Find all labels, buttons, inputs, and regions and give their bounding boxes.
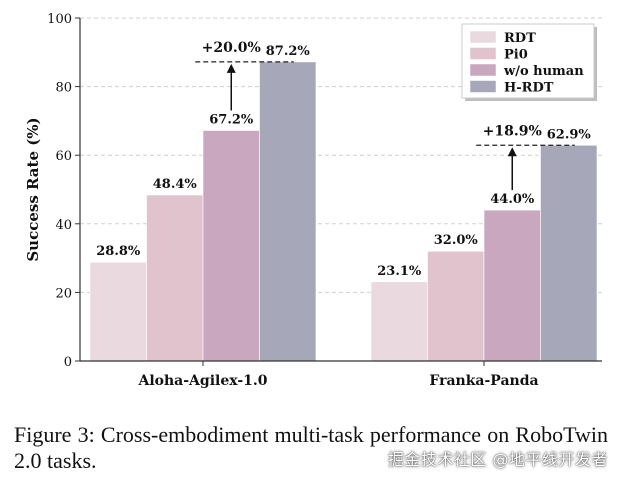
bar bbox=[259, 61, 317, 362]
data-label: 67.2% bbox=[209, 113, 254, 128]
bar bbox=[483, 209, 541, 362]
bar bbox=[202, 130, 260, 362]
legend-swatch bbox=[469, 30, 497, 44]
legend-swatch bbox=[469, 63, 497, 77]
annotation-label: +18.9% bbox=[483, 123, 542, 139]
figure-caption: Figure 3: Cross-embodiment multi-task pe… bbox=[14, 422, 608, 473]
bar bbox=[540, 144, 598, 362]
y-tick-label: 80 bbox=[55, 81, 72, 96]
bar bbox=[370, 281, 428, 362]
bars bbox=[89, 61, 598, 362]
legend-swatch bbox=[469, 47, 497, 60]
legend-label: Pi0 bbox=[504, 48, 528, 63]
x-tick-label: Franka-Panda bbox=[429, 373, 538, 389]
legend-label: RDT bbox=[504, 31, 536, 46]
data-label: 48.4% bbox=[153, 177, 198, 192]
data-labels: 28.8% 23.1% 48.4% 32.0% 67.2% 44.0% 87.2% 62.9% bbox=[96, 44, 591, 279]
bar bbox=[89, 261, 147, 362]
annotation-label: +20.0% bbox=[202, 40, 261, 56]
y-axis-label: Success Rate (%) bbox=[24, 117, 42, 261]
y-tick-label: 60 bbox=[55, 149, 72, 164]
y-tick-label: 100 bbox=[47, 12, 72, 27]
legend-label: w/o human bbox=[503, 64, 584, 79]
data-label: 44.0% bbox=[490, 192, 535, 207]
bar bbox=[146, 194, 204, 362]
data-label: 28.8% bbox=[96, 244, 141, 259]
annotation-arrow-head bbox=[507, 147, 517, 157]
axes: 0 20 40 60 80 100 Aloha-Agilex-1.0 Franka-Panda bbox=[47, 12, 602, 389]
y-tick-label: 40 bbox=[55, 218, 72, 233]
data-label: 87.2% bbox=[266, 44, 311, 59]
y-tick-label: 20 bbox=[55, 286, 72, 301]
annotation-arrow-head bbox=[226, 63, 236, 73]
data-label: 62.9% bbox=[547, 127, 592, 142]
data-label: 32.0% bbox=[434, 233, 479, 248]
bar-chart: 0 20 40 60 80 100 Aloha-Agilex-1.0 Franka-Panda… bbox=[24, 12, 602, 389]
watermark-text: 掘金技术社区 @地平线开发者 bbox=[387, 450, 608, 469]
legend-swatch bbox=[469, 80, 497, 93]
legend-label: H-RDT bbox=[504, 81, 554, 96]
x-tick-label: Aloha-Agilex-1.0 bbox=[137, 373, 267, 389]
data-label: 23.1% bbox=[377, 264, 422, 279]
annotations: +20.0% +18.9% bbox=[195, 40, 575, 191]
y-tick-label: 0 bbox=[64, 355, 72, 370]
bar bbox=[427, 250, 485, 362]
